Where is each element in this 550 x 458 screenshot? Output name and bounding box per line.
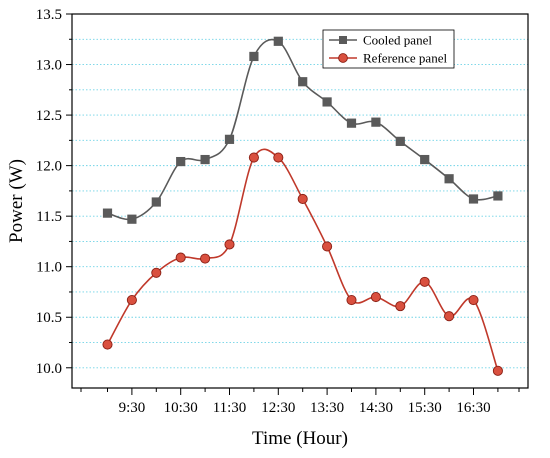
reference-panel-point xyxy=(370,291,381,303)
reference-panel-point xyxy=(419,276,430,287)
x-tick-label: 9:30 xyxy=(119,400,146,416)
series-lines xyxy=(106,38,499,372)
x-tick-label: 14:30 xyxy=(359,400,393,416)
y-axis: 10.0 10.5 11.0 11.5 12.0 12.5 13.0 13.5 xyxy=(36,7,72,377)
reference-panel-point xyxy=(322,241,333,252)
cooled-panel-point xyxy=(444,174,454,184)
x-axis-title: Time (Hour) xyxy=(252,428,348,449)
cooled-panel-point xyxy=(151,197,161,207)
reference-panel-point xyxy=(102,339,113,350)
x-tick-label: 10:30 xyxy=(164,400,198,416)
reference-panel-point xyxy=(346,295,357,306)
y-tick-label: 12.5 xyxy=(36,108,62,124)
reference-panel-point xyxy=(395,301,406,312)
plot-frame xyxy=(71,13,529,389)
cooled-panel-point xyxy=(273,36,283,46)
cooled-panel-point xyxy=(493,191,503,201)
cooled-panel-point xyxy=(102,208,113,218)
y-tick-label: 13.5 xyxy=(36,7,62,23)
x-tick-label: 12:30 xyxy=(261,400,295,416)
reference-panel-point xyxy=(175,252,186,263)
reference-panel-point xyxy=(224,239,235,250)
reference-panel-point xyxy=(248,152,259,163)
y-tick-label: 12.0 xyxy=(36,159,62,175)
y-tick-label: 11.5 xyxy=(36,209,62,225)
cooled-panel-point xyxy=(395,136,405,146)
reference-panel-point xyxy=(151,267,162,278)
cooled-panel-point xyxy=(468,194,479,204)
x-axis: 9:30 10:30 11:30 12:30 13:30 14:30 15:30 16:30 xyxy=(80,388,520,416)
series-markers xyxy=(102,36,503,376)
legend-reference-panel-label: Reference panel xyxy=(363,51,447,66)
x-tick-label: 15:30 xyxy=(408,400,442,416)
reference-panel-point xyxy=(492,365,503,376)
legend-cooled-panel-label: Cooled panel xyxy=(363,33,432,48)
reference-panel-point xyxy=(297,193,308,205)
reference-panel-line xyxy=(106,148,499,372)
y-tick-label: 10.5 xyxy=(36,310,62,326)
cooled-panel-point xyxy=(322,97,332,107)
x-tick-label: 13:30 xyxy=(310,400,344,416)
reference-panel-point xyxy=(126,295,137,306)
cooled-panel-point xyxy=(371,117,381,127)
cooled-panel-point xyxy=(420,154,430,165)
reference-panel-point xyxy=(468,295,479,306)
legend-reference-panel-marker xyxy=(338,53,348,63)
grid-lines xyxy=(72,38,528,369)
cooled-panel-point xyxy=(346,118,357,128)
cooled-panel-point xyxy=(298,77,308,87)
y-tick-label: 10.0 xyxy=(36,361,62,377)
y-tick-label: 11.0 xyxy=(36,260,62,276)
x-tick-label: 16:30 xyxy=(456,400,490,416)
x-tick-label: 11:30 xyxy=(213,400,247,416)
cooled-panel-point xyxy=(249,51,259,62)
cooled-panel-point xyxy=(176,156,186,167)
cooled-panel-point xyxy=(200,154,210,165)
y-tick-label: 13.0 xyxy=(36,58,62,74)
cooled-panel-point xyxy=(127,214,137,224)
reference-panel-point xyxy=(273,152,284,163)
legend-cooled-panel-marker xyxy=(339,36,347,44)
reference-panel-point xyxy=(200,253,211,264)
reference-panel-point xyxy=(444,311,455,322)
cooled-panel-point xyxy=(224,134,235,144)
y-axis-title: Power (W) xyxy=(6,159,27,243)
legend: Cooled panel Reference panel xyxy=(322,29,455,69)
